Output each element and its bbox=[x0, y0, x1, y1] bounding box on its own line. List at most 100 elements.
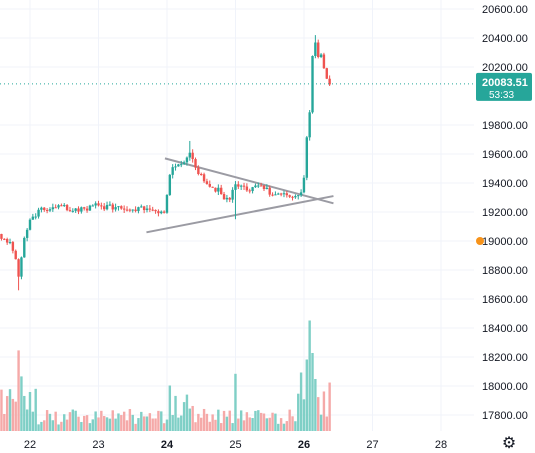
candle-body[interactable] bbox=[200, 173, 203, 175]
candle-body[interactable] bbox=[254, 185, 257, 188]
candle-body[interactable] bbox=[160, 211, 163, 214]
candle-body[interactable] bbox=[120, 206, 123, 209]
time-axis[interactable]: 22 23 24 25 26 27 28 bbox=[24, 439, 447, 451]
candle-body[interactable] bbox=[177, 164, 180, 167]
candle-body[interactable] bbox=[314, 42, 317, 57]
candle-body[interactable] bbox=[271, 194, 274, 196]
candle-body[interactable] bbox=[188, 152, 192, 158]
triangle-lower-line[interactable] bbox=[146, 195, 334, 234]
candle-body[interactable] bbox=[328, 78, 331, 85]
candle-body[interactable] bbox=[88, 205, 92, 211]
candle-body[interactable] bbox=[282, 193, 286, 195]
candle-body[interactable] bbox=[299, 192, 303, 196]
candle-body[interactable] bbox=[274, 194, 277, 196]
candle-body[interactable] bbox=[51, 207, 55, 210]
candle-body[interactable] bbox=[3, 238, 6, 240]
gear-icon[interactable]: ⚙ bbox=[501, 435, 517, 452]
candle-body[interactable] bbox=[60, 205, 63, 207]
candle-body[interactable] bbox=[40, 207, 43, 210]
candle-body[interactable] bbox=[185, 157, 189, 163]
candle-body[interactable] bbox=[114, 207, 117, 210]
candle-body[interactable] bbox=[140, 206, 143, 208]
candle-body[interactable] bbox=[131, 209, 134, 211]
candle-body[interactable] bbox=[205, 181, 209, 184]
candle-body[interactable] bbox=[83, 207, 86, 209]
candle-body[interactable] bbox=[145, 208, 149, 211]
candle-body[interactable] bbox=[117, 206, 120, 208]
price-axis[interactable]: 20600.00 20400.00 20200.00 19800.00 19600.00… bbox=[482, 4, 528, 422]
candle-body[interactable] bbox=[234, 184, 237, 190]
candle-body[interactable] bbox=[219, 187, 223, 195]
candle-body[interactable] bbox=[222, 194, 226, 200]
candle-body[interactable] bbox=[174, 166, 177, 168]
candle-body[interactable] bbox=[165, 194, 169, 213]
candle-body[interactable] bbox=[154, 209, 157, 212]
trendlines[interactable] bbox=[146, 157, 334, 234]
candle-body[interactable] bbox=[285, 193, 289, 196]
candle-body[interactable] bbox=[142, 206, 146, 211]
candle-body[interactable] bbox=[111, 204, 114, 210]
candle-body[interactable] bbox=[308, 112, 311, 138]
candle-body[interactable] bbox=[128, 209, 132, 211]
candle-body[interactable] bbox=[319, 54, 323, 58]
candle-body[interactable] bbox=[279, 193, 283, 195]
candle-body[interactable] bbox=[14, 250, 17, 260]
candle-body[interactable] bbox=[291, 196, 294, 198]
candle-body[interactable] bbox=[257, 185, 260, 187]
candle-body[interactable] bbox=[63, 205, 66, 207]
candle-body[interactable] bbox=[259, 185, 263, 187]
candle-body[interactable] bbox=[242, 185, 246, 187]
candle-body[interactable] bbox=[194, 159, 197, 168]
candle-body[interactable] bbox=[217, 187, 220, 192]
candle-body[interactable] bbox=[91, 205, 94, 207]
candle-body[interactable] bbox=[68, 210, 72, 212]
candle-body[interactable] bbox=[48, 209, 52, 211]
candle-body[interactable] bbox=[168, 174, 172, 195]
candle-body[interactable] bbox=[262, 185, 266, 190]
candle-body[interactable] bbox=[228, 197, 231, 200]
candle-body[interactable] bbox=[325, 68, 328, 79]
candle-body[interactable] bbox=[97, 203, 100, 206]
candle-body[interactable] bbox=[180, 164, 183, 166]
candle-body[interactable] bbox=[202, 174, 206, 182]
candle-body[interactable] bbox=[197, 167, 200, 174]
candle-body[interactable] bbox=[157, 211, 160, 214]
candle-body[interactable] bbox=[322, 54, 326, 69]
candle-body[interactable] bbox=[208, 183, 211, 187]
candle-body[interactable] bbox=[225, 197, 229, 200]
candle-body[interactable] bbox=[8, 242, 12, 244]
candle-body[interactable] bbox=[28, 219, 32, 230]
candle-body[interactable] bbox=[248, 190, 251, 192]
candle-body[interactable] bbox=[137, 207, 140, 212]
candle-body[interactable] bbox=[37, 209, 40, 217]
candle-body[interactable] bbox=[85, 208, 89, 211]
candle-body[interactable] bbox=[288, 195, 291, 197]
candle-body[interactable] bbox=[0, 233, 3, 239]
candle-body[interactable] bbox=[148, 208, 152, 210]
candle-body[interactable] bbox=[11, 242, 15, 251]
candle-body[interactable] bbox=[162, 211, 166, 213]
candle-body[interactable] bbox=[265, 187, 269, 190]
candle-body[interactable] bbox=[171, 167, 174, 175]
candle-body[interactable] bbox=[31, 216, 35, 220]
candle-body[interactable] bbox=[74, 208, 77, 211]
candle-body[interactable] bbox=[77, 208, 80, 212]
triangle-upper-line[interactable] bbox=[164, 157, 334, 205]
candle-body[interactable] bbox=[43, 207, 46, 211]
candle-body[interactable] bbox=[54, 207, 57, 209]
candle-body[interactable] bbox=[239, 185, 243, 187]
candle-body[interactable] bbox=[297, 195, 300, 197]
candle-body[interactable] bbox=[125, 209, 129, 211]
price-candles[interactable] bbox=[0, 35, 331, 291]
candle-body[interactable] bbox=[100, 205, 103, 207]
candle-body[interactable] bbox=[71, 210, 75, 212]
candle-body[interactable] bbox=[94, 203, 97, 206]
candle-body[interactable] bbox=[151, 209, 154, 211]
candle-body[interactable] bbox=[34, 216, 37, 218]
candle-body[interactable] bbox=[17, 259, 20, 277]
candle-body[interactable] bbox=[211, 186, 214, 188]
candle-body[interactable] bbox=[108, 204, 112, 206]
candle-body[interactable] bbox=[65, 205, 69, 211]
candle-body[interactable] bbox=[57, 205, 60, 208]
